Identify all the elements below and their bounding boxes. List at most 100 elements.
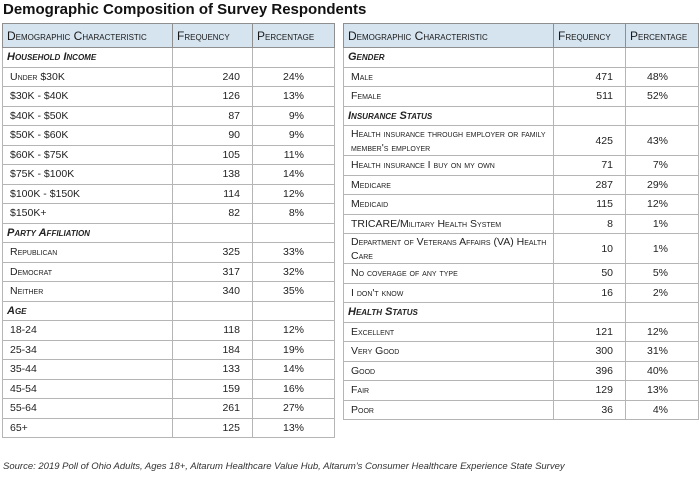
table-row: I don't know 16 2% (343, 282, 699, 303)
row-percentage: 12% (252, 183, 335, 204)
section-label: Party Affiliation (2, 222, 173, 243)
row-label: $100K - $150K (2, 183, 173, 204)
section-header-row: Household Income (2, 47, 335, 68)
row-label: Poor (343, 399, 554, 420)
header-characteristic: Demographic Characteristic (343, 23, 554, 48)
empty-cell (172, 222, 253, 243)
table-header-row: Demographic Characteristic Frequency Per… (2, 23, 335, 48)
left-demographics-table: Demographic Characteristic Frequency Per… (2, 23, 335, 438)
empty-cell (625, 47, 699, 68)
row-frequency: 511 (553, 86, 626, 107)
header-frequency: Frequency (553, 23, 626, 48)
table-row: 35-44 133 14% (2, 359, 335, 380)
row-frequency: 287 (553, 174, 626, 195)
row-percentage: 14% (252, 164, 335, 185)
table-row: $30K - $40K 126 13% (2, 86, 335, 107)
section-label: Health Status (343, 302, 554, 323)
row-percentage: 7% (625, 155, 699, 176)
row-label: 25-34 (2, 339, 173, 360)
table-row: 45-54 159 16% (2, 378, 335, 399)
table-row: Good 396 40% (343, 360, 699, 381)
row-percentage: 48% (625, 66, 699, 87)
row-label: 45-54 (2, 378, 173, 399)
row-frequency: 115 (553, 194, 626, 215)
row-label: Under $30K (2, 66, 173, 87)
table-row: Health insurance through employer or fam… (343, 125, 699, 156)
row-label: Republican (2, 242, 173, 263)
empty-cell (553, 302, 626, 323)
table-row: 55-64 261 27% (2, 398, 335, 419)
row-label: Medicaid (343, 194, 554, 215)
row-label: 18-24 (2, 320, 173, 341)
row-label: Health insurance I buy on my own (343, 155, 554, 176)
row-percentage: 43% (625, 125, 699, 156)
row-percentage: 35% (252, 281, 335, 302)
row-frequency: 317 (172, 261, 253, 282)
row-percentage: 2% (625, 282, 699, 303)
row-label: Male (343, 66, 554, 87)
section-label: Household Income (2, 47, 173, 68)
row-label: Department of Veterans Affairs (VA) Heal… (343, 233, 554, 264)
section-header-row: Party Affiliation (2, 222, 335, 243)
row-frequency: 36 (553, 399, 626, 420)
row-percentage: 12% (252, 320, 335, 341)
row-label: Excellent (343, 321, 554, 342)
row-frequency: 50 (553, 263, 626, 284)
table-row: Health insurance I buy on my own 71 7% (343, 155, 699, 176)
row-label: TRICARE/Military Health System (343, 213, 554, 234)
row-frequency: 16 (553, 282, 626, 303)
row-frequency: 240 (172, 66, 253, 87)
row-percentage: 16% (252, 378, 335, 399)
empty-cell (625, 302, 699, 323)
table-row: $75K - $100K 138 14% (2, 164, 335, 185)
row-frequency: 90 (172, 125, 253, 146)
row-label: Democrat (2, 261, 173, 282)
row-label: 65+ (2, 417, 173, 438)
row-percentage: 4% (625, 399, 699, 420)
table-row: Republican 325 33% (2, 242, 335, 263)
page-title: Demographic Composition of Survey Respon… (3, 1, 367, 18)
table-row: No coverage of any type 50 5% (343, 263, 699, 284)
row-percentage: 8% (252, 203, 335, 224)
table-row: $40K - $50K 87 9% (2, 105, 335, 126)
row-label: Good (343, 360, 554, 381)
empty-cell (252, 300, 335, 321)
row-frequency: 133 (172, 359, 253, 380)
source-note: Source: 2019 Poll of Ohio Adults, Ages 1… (3, 461, 565, 472)
section-insurance-status: Insurance Status Health insurance through… (343, 105, 699, 303)
table-row: Neither 340 35% (2, 281, 335, 302)
table-row: Fair 129 13% (343, 380, 699, 401)
header-characteristic: Demographic Characteristic (2, 23, 173, 48)
row-percentage: 9% (252, 105, 335, 126)
table-row: $150K+ 82 8% (2, 203, 335, 224)
row-frequency: 8 (553, 213, 626, 234)
row-percentage: 5% (625, 263, 699, 284)
row-percentage: 32% (252, 261, 335, 282)
row-percentage: 31% (625, 341, 699, 362)
table-row: Male 471 48% (343, 66, 699, 87)
row-label: Female (343, 86, 554, 107)
row-label: Fair (343, 380, 554, 401)
section-header-row: Insurance Status (343, 105, 699, 126)
row-frequency: 138 (172, 164, 253, 185)
row-frequency: 126 (172, 86, 253, 107)
row-percentage: 12% (625, 321, 699, 342)
row-percentage: 11% (252, 144, 335, 165)
row-frequency: 300 (553, 341, 626, 362)
row-percentage: 13% (625, 380, 699, 401)
section-household-income: Household Income Under $30K 240 24% $30K - $… (2, 47, 335, 224)
header-percentage: Percentage (625, 23, 699, 48)
row-label: $30K - $40K (2, 86, 173, 107)
row-frequency: 105 (172, 144, 253, 165)
empty-cell (553, 47, 626, 68)
empty-cell (252, 47, 335, 68)
table-row: Medicare 287 29% (343, 174, 699, 195)
header-frequency: Frequency (172, 23, 253, 48)
table-row: $100K - $150K 114 12% (2, 183, 335, 204)
row-frequency: 82 (172, 203, 253, 224)
section-health-status: Health Status Excellent 121 12% Very Good 300… (343, 302, 699, 420)
header-percentage: Percentage (252, 23, 335, 48)
section-age: Age 18-24 118 12% 25-34 184 19% 35-44 133 14% 45-5… (2, 300, 335, 438)
row-percentage: 24% (252, 66, 335, 87)
row-frequency: 396 (553, 360, 626, 381)
